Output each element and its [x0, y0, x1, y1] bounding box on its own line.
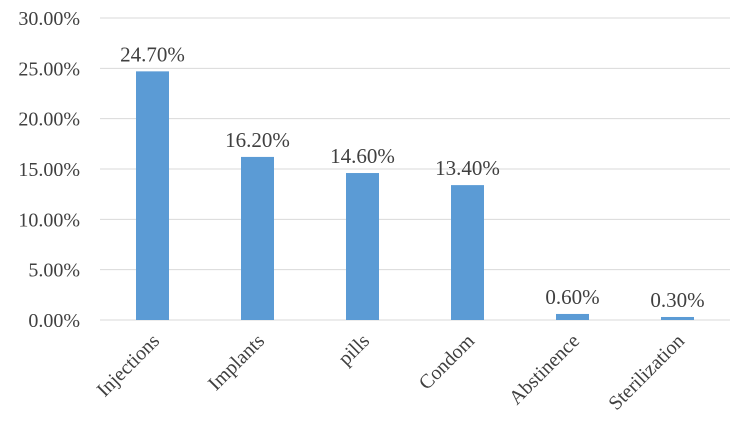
x-axis-category-labels: Injections Implants pills Condom Abstinence S… — [93, 330, 689, 415]
y-tick-label: 5.00% — [28, 260, 80, 282]
y-tick-label: 15.00% — [18, 159, 80, 181]
y-axis-tick-labels: 0.00% 5.00% 10.00% 15.00% 20.00% 25.00% 30.00% — [18, 8, 80, 332]
x-category-label: Injections — [93, 330, 164, 401]
data-label: 0.30% — [650, 288, 704, 312]
x-category-label: Condom — [415, 330, 480, 395]
bar — [241, 156, 274, 320]
data-label: 24.70% — [120, 42, 185, 66]
bar — [136, 71, 169, 320]
x-category-label: pills — [334, 330, 374, 370]
y-tick-label: 20.00% — [18, 109, 80, 131]
gridlines — [100, 17, 730, 321]
x-category-label: Sterilization — [604, 330, 689, 415]
bar — [451, 185, 484, 320]
y-tick-label: 10.00% — [18, 209, 80, 231]
data-label: 16.20% — [225, 128, 290, 152]
data-label: 14.60% — [330, 144, 395, 168]
data-label: 0.60% — [545, 285, 599, 309]
bar — [556, 313, 589, 320]
data-label: 13.40% — [435, 156, 500, 180]
data-labels: 24.70% 16.20% 14.60% 13.40% 0.60% 0.30% — [120, 42, 705, 312]
y-tick-label: 25.00% — [18, 58, 80, 80]
x-category-label: Abstinence — [505, 330, 584, 409]
bar — [661, 316, 694, 320]
bars — [136, 71, 694, 320]
y-tick-label: 0.00% — [28, 310, 80, 332]
x-category-label: Implants — [204, 330, 269, 395]
bar — [346, 173, 379, 320]
y-tick-label: 30.00% — [18, 8, 80, 30]
